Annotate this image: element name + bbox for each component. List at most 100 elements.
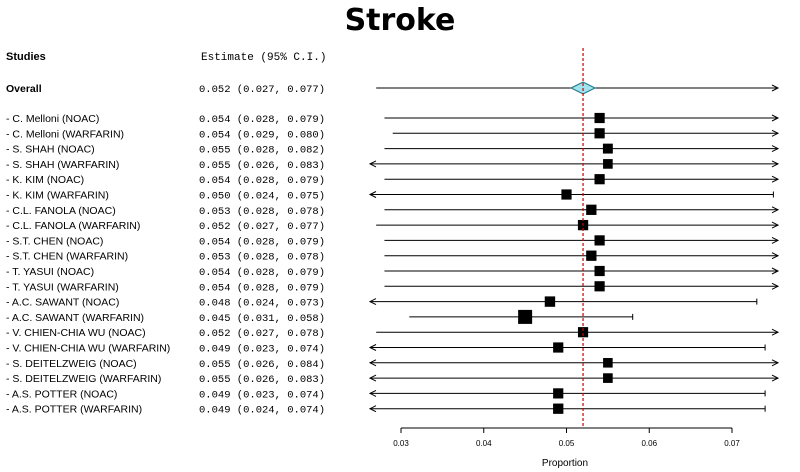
study-estimate: 0.048 (0.024, 0.073) (199, 298, 325, 310)
ci-arrow-right (771, 252, 780, 260)
study-row: - V. CHIEN-CHIA WU (WARFARIN) 0.049 (0.02… (6, 342, 766, 356)
study-label: - S. SHAH (WARFARIN) (6, 159, 119, 171)
study-label: - C. Melloni (NOAC) (6, 113, 99, 125)
study-label: - C. Melloni (WARFARIN) (6, 128, 124, 140)
estimate-marker (594, 112, 605, 124)
study-row: - K. KIM (WARFARIN) 0.050 (0.024, 0.075) (6, 189, 774, 203)
overall-row: Overall 0.052 (0.027, 0.077) (6, 81, 780, 96)
study-label: - C.L. FANOLA (NOAC) (6, 205, 116, 217)
ci-arrow-right (771, 129, 780, 137)
x-tick-label: 0.04 (476, 439, 492, 448)
study-row: - K. KIM (NOAC) 0.054 (0.028, 0.079) (6, 174, 780, 187)
study-estimate: 0.053 (0.028, 0.078) (199, 206, 325, 218)
chart-title: Stroke (345, 3, 456, 38)
study-label: - S. DEITELZWEIG (NOAC) (6, 358, 137, 370)
estimate-marker (594, 265, 605, 277)
study-label: - S. DEITELZWEIG (WARFARIN) (6, 373, 161, 385)
estimate-marker (603, 358, 613, 368)
ci-arrow-right (771, 160, 780, 168)
ci-arrow-right (771, 236, 780, 244)
study-label: - K. KIM (WARFARIN) (6, 190, 109, 202)
study-estimate: 0.052 (0.027, 0.077) (199, 221, 325, 233)
rows-group: Overall 0.052 (0.027, 0.077) - C. Melloni … (6, 48, 780, 428)
study-estimate: 0.049 (0.023, 0.074) (199, 389, 325, 401)
study-label: - V. CHIEN-CHIA WU (WARFARIN) (6, 343, 170, 355)
estimate-marker (586, 250, 597, 261)
x-axis: 0.03 0.04 0.05 0.06 0.07 (393, 427, 740, 448)
study-estimate: 0.049 (0.023, 0.074) (199, 344, 325, 356)
study-row: - V. CHIEN-CHIA WU (NOAC) 0.052 (0.027, 0… (6, 327, 780, 340)
ci-arrow-left (368, 160, 377, 168)
study-estimate: 0.054 (0.028, 0.079) (199, 267, 325, 279)
ci-arrow-right (771, 267, 780, 275)
study-estimate: 0.054 (0.028, 0.079) (199, 114, 325, 126)
estimate-marker (518, 309, 533, 324)
study-row: - S.T. CHEN (WARFARIN) 0.053 (0.028, 0.07… (6, 250, 780, 264)
study-label: - A.C. SAWANT (NOAC) (6, 297, 119, 309)
study-label: - T. YASUI (WARFARIN) (6, 281, 119, 293)
study-label: - A.S. POTTER (NOAC) (6, 388, 117, 400)
estimate-marker (561, 189, 572, 200)
study-estimate: 0.054 (0.028, 0.079) (199, 175, 325, 187)
study-estimate: 0.053 (0.028, 0.078) (199, 252, 325, 264)
study-estimate: 0.049 (0.024, 0.074) (199, 405, 325, 417)
ci-arrow-left (368, 191, 377, 198)
estimate-marker (594, 128, 605, 139)
x-axis-label: Proportion (542, 458, 588, 469)
study-label: - A.C. SAWANT (WARFARIN) (6, 312, 144, 324)
study-estimate: 0.054 (0.028, 0.079) (199, 282, 325, 294)
estimate-marker (594, 281, 605, 292)
study-label: - S.T. CHEN (NOAC) (6, 235, 103, 247)
ci-arrow-right (771, 145, 780, 153)
study-row: - T. YASUI (NOAC) 0.054 (0.028, 0.079) (6, 265, 780, 279)
x-tick-label: 0.06 (641, 439, 657, 448)
ci-arrow-right (771, 221, 780, 229)
estimate-header: Estimate (95% C.I.) (201, 52, 326, 64)
study-label: - K. KIM (NOAC) (6, 174, 84, 186)
overall-label: Overall (6, 83, 42, 95)
study-row: - C.L. FANOLA (WARFARIN) 0.052 (0.027, 0.… (6, 219, 780, 233)
ci-arrow-right (771, 206, 780, 214)
study-label: - S.T. CHEN (WARFARIN) (6, 251, 128, 263)
study-label: - C.L. FANOLA (WARFARIN) (6, 220, 140, 232)
study-row: - C. Melloni (WARFARIN) 0.054 (0.029, 0.0… (6, 128, 780, 141)
study-row: - S. DEITELZWEIG (WARFARIN) 0.055 (0.026,… (6, 373, 780, 386)
studies-header: Studies (6, 51, 46, 63)
estimate-marker (553, 403, 564, 414)
study-row: - S. DEITELZWEIG (NOAC) 0.055 (0.026, 0.0… (6, 358, 780, 371)
overall-estimate: 0.052 (0.027, 0.077) (199, 84, 325, 96)
x-tick-label: 0.03 (393, 439, 409, 448)
estimate-marker (586, 204, 597, 215)
x-tick-label: 0.07 (724, 439, 740, 448)
study-row: - A.S. POTTER (NOAC) 0.049 (0.023, 0.074) (6, 388, 766, 401)
study-label: - T. YASUI (NOAC) (6, 266, 94, 278)
ci-arrow-right (771, 359, 780, 367)
study-row: - S. SHAH (NOAC) 0.055 (0.028, 0.082) (6, 144, 780, 157)
study-estimate: 0.052 (0.027, 0.078) (199, 328, 325, 340)
study-estimate: 0.054 (0.028, 0.079) (199, 236, 325, 248)
study-label: - S. SHAH (NOAC) (6, 144, 95, 156)
estimate-marker (603, 159, 613, 169)
ci-arrow-left (368, 389, 377, 397)
study-label: - A.S. POTTER (WARFARIN) (6, 404, 142, 416)
study-estimate: 0.050 (0.024, 0.075) (199, 191, 325, 203)
ci-arrow-right (771, 282, 780, 290)
estimate-marker (603, 373, 613, 383)
ci-arrow-right (771, 84, 780, 92)
estimate-marker (544, 296, 556, 307)
x-tick-label: 0.05 (559, 439, 575, 448)
study-row: - S. SHAH (WARFARIN) 0.055 (0.026, 0.083) (6, 159, 780, 172)
study-estimate: 0.055 (0.026, 0.083) (199, 374, 325, 386)
ci-arrow-left (368, 359, 377, 367)
estimate-marker (553, 342, 564, 353)
study-row: - T. YASUI (WARFARIN) 0.054 (0.028, 0.079… (6, 281, 780, 294)
ci-arrow-right (771, 175, 780, 183)
ci-arrow-left (368, 298, 377, 306)
study-row: - S.T. CHEN (NOAC) 0.054 (0.028, 0.079) (6, 235, 780, 248)
study-row: - A.C. SAWANT (WARFARIN) 0.045 (0.031, 0.… (6, 309, 634, 325)
study-estimate: 0.055 (0.026, 0.083) (199, 160, 325, 172)
ci-arrow-right (771, 114, 780, 122)
study-row: - C. Melloni (NOAC) 0.054 (0.028, 0.079) (6, 112, 780, 126)
estimate-marker (594, 174, 605, 185)
study-estimate: 0.055 (0.026, 0.084) (199, 359, 325, 371)
